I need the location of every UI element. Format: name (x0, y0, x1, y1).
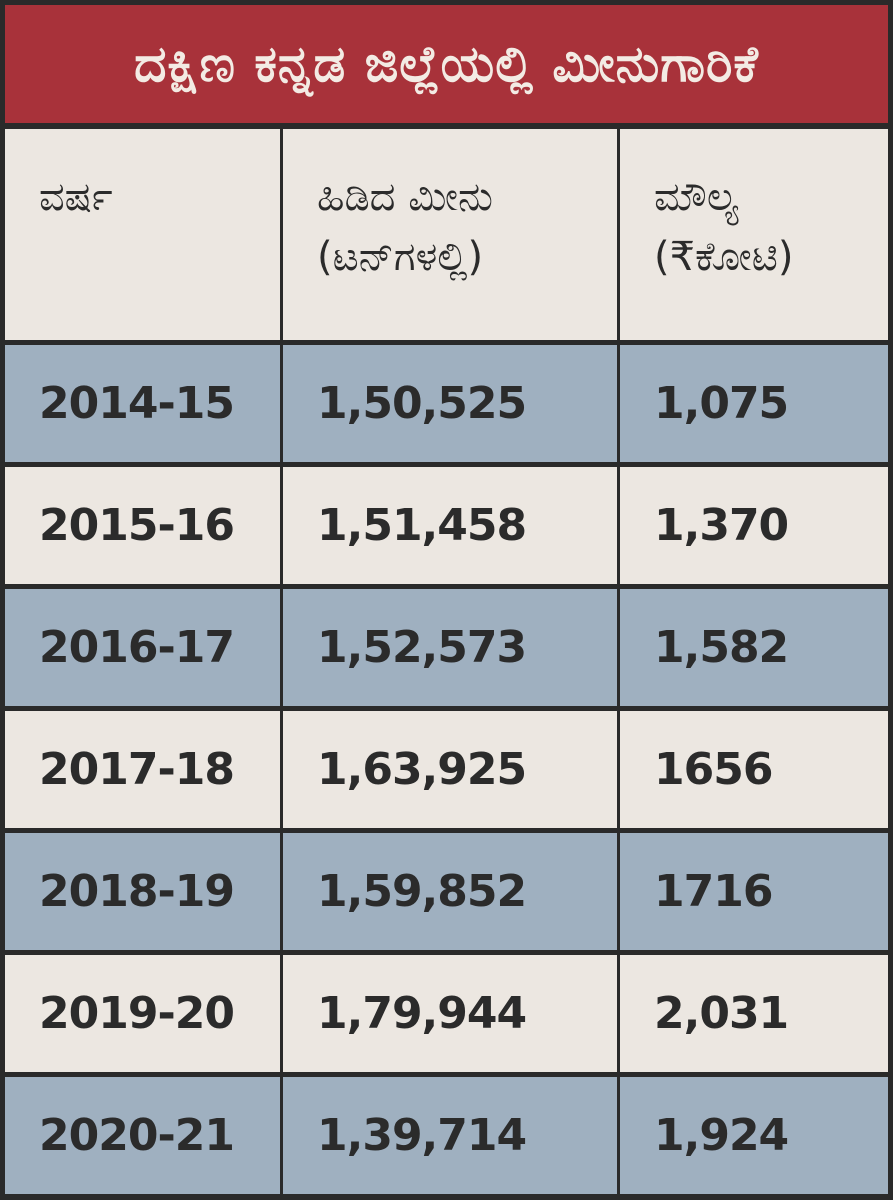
value-cell: 1,582 (620, 589, 888, 706)
header-catch: ಹಿಡಿದ ಮೀನು (ಟನ್‌ಗಳಲ್ಲಿ) (283, 129, 617, 340)
header-catch-label: ಹಿಡಿದ ಮೀನು (317, 174, 493, 220)
year-cell: 2019-20 (5, 955, 280, 1072)
year-cell: 2015-16 (5, 467, 280, 584)
year-cell: 2016-17 (5, 589, 280, 706)
catch-cell: 1,39,714 (283, 1077, 617, 1194)
value-cell: 1656 (620, 711, 888, 828)
header-value: ಮೌಲ್ಯ (₹ಕೋಟಿ) (620, 129, 888, 340)
header-value-unit: (₹ಕೋಟಿ) (654, 234, 794, 280)
catch-cell: 1,52,573 (283, 589, 617, 706)
catch-cell: 1,59,852 (283, 833, 617, 950)
catch-cell: 1,50,525 (283, 345, 617, 462)
year-cell: 2017-18 (5, 711, 280, 828)
year-cell: 2014-15 (5, 345, 280, 462)
table-title: ದಕ್ಷಿಣ ಕನ್ನಡ ಜಿಲ್ಲೆಯಲ್ಲಿ ಮೀನುಗಾರಿಕೆ (134, 34, 759, 93)
value-cell: 1,370 (620, 467, 888, 584)
header-year: ವರ್ಷ (5, 129, 280, 340)
year-cell: 2018-19 (5, 833, 280, 950)
catch-cell: 1,51,458 (283, 467, 617, 584)
catch-cell: 1,63,925 (283, 711, 617, 828)
catch-cell: 1,79,944 (283, 955, 617, 1072)
title-bar: ದಕ್ಷಿಣ ಕನ್ನಡ ಜಿಲ್ಲೆಯಲ್ಲಿ ಮೀನುಗಾರಿಕೆ (5, 5, 888, 123)
value-cell: 1,075 (620, 345, 888, 462)
value-cell: 2,031 (620, 955, 888, 1072)
header-value-label: ಮೌಲ್ಯ (654, 174, 739, 220)
header-year-label: ವರ್ಷ (39, 174, 113, 220)
value-cell: 1716 (620, 833, 888, 950)
value-cell: 1,924 (620, 1077, 888, 1194)
table-grid: ವರ್ಷ ಹಿಡಿದ ಮೀನು (ಟನ್‌ಗಳಲ್ಲಿ) ಮೌಲ್ಯ (₹ಕೋಟ… (5, 129, 888, 1195)
header-catch-unit: (ಟನ್‌ಗಳಲ್ಲಿ) (317, 234, 484, 280)
year-cell: 2020-21 (5, 1077, 280, 1194)
